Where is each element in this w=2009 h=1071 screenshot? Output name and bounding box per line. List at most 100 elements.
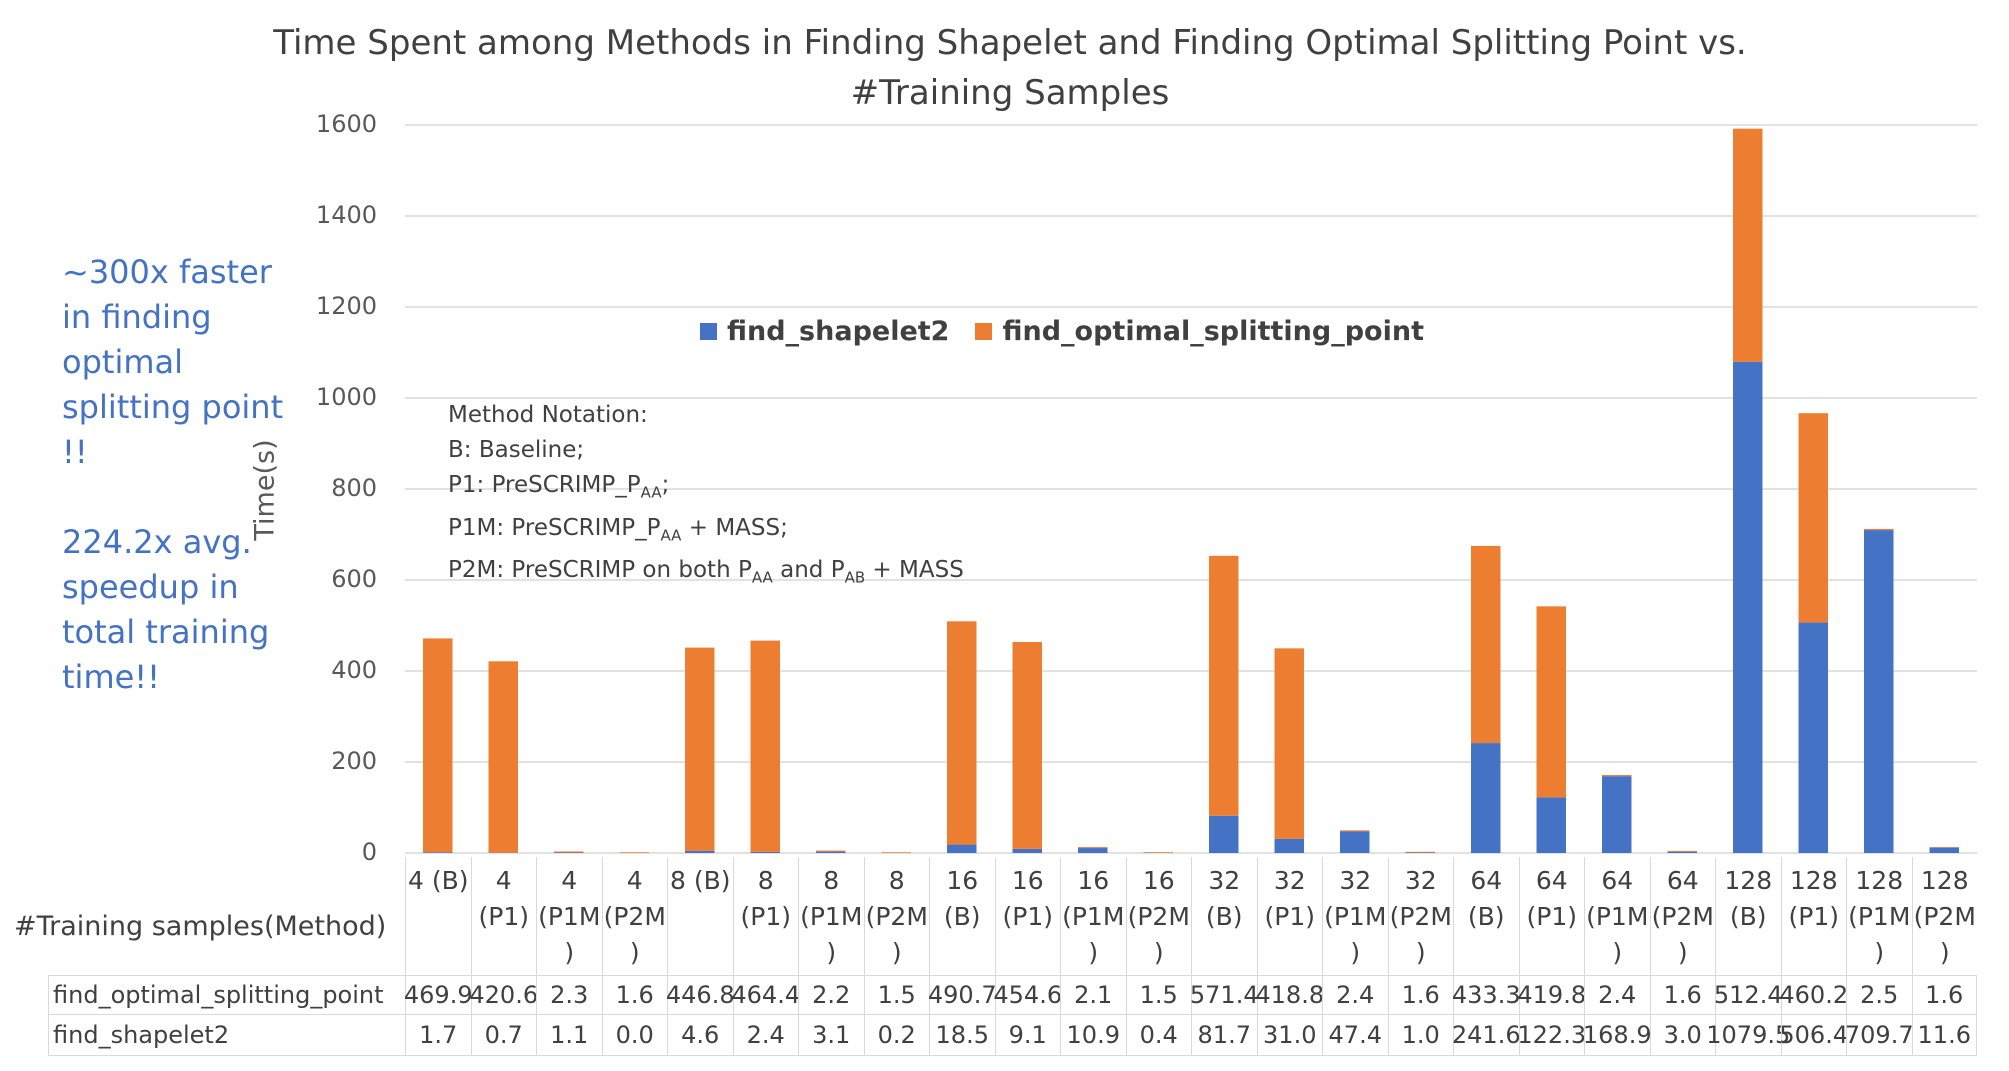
annotation: 224.2x avg. speedup in total training ti… — [62, 523, 270, 696]
bar-segment — [1929, 847, 1959, 853]
table-value: 0.7 — [470, 1015, 536, 1056]
table-value: 1079.5 — [1706, 1015, 1790, 1056]
table-value: 464.4 — [731, 975, 800, 1015]
legend-item: find_shapelet2 — [700, 316, 949, 347]
bar-segment — [1012, 848, 1042, 853]
x-tick-label: 4 (P1M) — [536, 857, 602, 975]
table-value: 433.3 — [1452, 975, 1521, 1015]
table-value: 1.7 — [405, 1015, 471, 1056]
legend: find_shapelet2 find_optimal_splitting_poi… — [700, 316, 1450, 347]
x-tick-label: 32 (P1M) — [1322, 857, 1388, 975]
x-tick-label: 64 (P2M) — [1649, 857, 1716, 975]
bar-segment — [554, 852, 584, 853]
x-tick-label: 128 (P1) — [1780, 857, 1847, 975]
table-value: 2.4 — [1322, 975, 1388, 1015]
bar-segment — [423, 638, 453, 853]
table-value: 1.6 — [601, 975, 667, 1015]
table-value: 2.1 — [1060, 975, 1126, 1015]
x-tick-label: 4 (P1) — [470, 857, 537, 975]
y-tick-label: 1000 — [316, 383, 377, 411]
y-tick-label: 1200 — [316, 292, 377, 320]
bar-segment — [750, 640, 780, 852]
y-tick-label: 400 — [331, 656, 377, 684]
notation-text: ; — [661, 472, 670, 498]
row-label: find_optimal_splitting_point — [48, 975, 405, 1015]
bar-segment — [1733, 128, 1763, 362]
table-value: 9.1 — [994, 1015, 1060, 1056]
y-tick-label: 600 — [331, 565, 377, 593]
bar-segment — [619, 852, 649, 853]
bar-segment — [947, 844, 977, 853]
bar-segment — [1471, 743, 1501, 853]
legend-swatch — [975, 323, 993, 340]
bar-segment — [947, 621, 977, 845]
x-tick-label: 16 (B) — [929, 857, 995, 975]
bar-segment — [488, 661, 518, 853]
table-value: 420.6 — [469, 975, 538, 1015]
x-tick-label: 4 (B) — [405, 857, 471, 975]
notation-line: B: Baseline; — [448, 433, 964, 468]
bar-segment — [1667, 850, 1697, 852]
bar-segment — [1209, 555, 1239, 816]
y-tick-label: 0 — [362, 838, 377, 866]
chart-title: Time Spent among Methods in Finding Shap… — [273, 23, 1747, 113]
table-value: 419.8 — [1517, 975, 1586, 1015]
bar-segment — [554, 851, 584, 853]
legend-label: find_shapelet2 — [727, 316, 950, 347]
bar-segment — [1340, 830, 1370, 832]
bar-segment — [1143, 852, 1173, 853]
bar-segment — [816, 851, 846, 853]
bar-segment — [1798, 413, 1828, 623]
bar-segment — [1602, 776, 1632, 853]
notation-line: Method Notation: — [448, 398, 964, 433]
notation-sub: AA — [751, 568, 773, 587]
y-tick-label: 200 — [331, 747, 377, 775]
x-tick-label: 8 (B) — [667, 857, 733, 975]
notation-text: P1M: PreSCRIMP_P — [448, 514, 661, 541]
table-value: 11.6 — [1911, 1015, 1977, 1056]
notation-text: P2M: PreSCRIMP on both P — [448, 557, 752, 584]
table-value: 1.5 — [1125, 975, 1191, 1015]
table-value: 709.7 — [1845, 1015, 1914, 1056]
x-tick-label: 128 (B) — [1715, 857, 1781, 975]
table-value: 1.0 — [1387, 1015, 1453, 1056]
x-axis-label: #Training samples(Method) — [14, 911, 387, 942]
x-tick-label: 64 (B) — [1453, 857, 1519, 975]
bar-segment — [1667, 851, 1697, 853]
x-tick-label: 32 (P2M) — [1387, 857, 1454, 975]
notation-line: P2M: PreSCRIMP on both PAA and PAB + MAS… — [448, 553, 964, 596]
table-value: 1.6 — [1387, 975, 1453, 1015]
table-value: 47.4 — [1322, 1015, 1388, 1056]
notation-text: and P — [772, 557, 845, 584]
notation-sub: AA — [660, 526, 682, 545]
legend-swatch — [700, 323, 717, 340]
notation-line: P1: PreSCRIMP_PAA; — [448, 468, 964, 511]
bar-segment — [1864, 530, 1894, 853]
bar-segment — [1340, 831, 1370, 853]
bar-segment — [1471, 545, 1501, 744]
notation-text: B: Baseline; — [448, 437, 585, 463]
x-tick-label: 4 (P2M) — [601, 857, 668, 975]
bar-segment — [1274, 648, 1304, 839]
table-value: 454.6 — [993, 975, 1062, 1015]
table-value: 10.9 — [1060, 1015, 1126, 1056]
x-tick-label: 8 (P1M) — [798, 857, 864, 975]
notation-line: P1M: PreSCRIMP_PAA + MASS; — [448, 511, 964, 554]
x-tick-label: 64 (P1M) — [1584, 857, 1650, 975]
notation-text: + MASS — [865, 557, 964, 584]
bar-segment — [816, 850, 846, 852]
notation-sub: AA — [640, 483, 662, 502]
table-value: 1.6 — [1911, 975, 1977, 1015]
y-tick-label: 800 — [331, 474, 377, 502]
bar-segment — [685, 647, 715, 851]
bar-segment — [881, 852, 911, 853]
table-value: 1.1 — [536, 1015, 602, 1056]
bar-segment — [1405, 851, 1435, 853]
bar-segment — [1078, 848, 1108, 853]
x-tick-label: 8 (P2M) — [863, 857, 930, 975]
table-value: 512.4 — [1714, 975, 1783, 1015]
x-tick-label: 16 (P2M) — [1125, 857, 1192, 975]
x-tick-label: 8 (P1) — [732, 857, 799, 975]
table-value: 3.0 — [1649, 1015, 1715, 1056]
